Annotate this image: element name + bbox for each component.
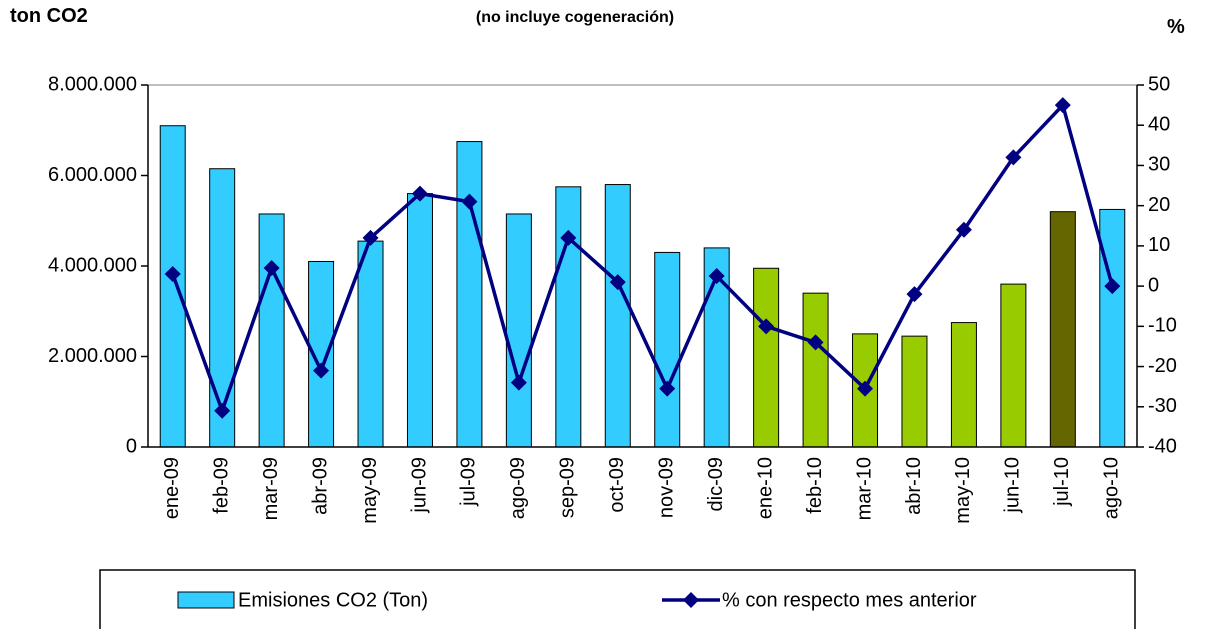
line-marker [609,274,626,291]
line-marker [510,374,527,391]
x-tick-label: sep-09 [557,457,579,518]
bar [406,193,433,448]
y2-tick-label: -40 [1148,435,1177,457]
bar [1099,208,1126,448]
x-tick-label: abr-09 [309,457,331,515]
bar [753,267,780,448]
bar [802,292,829,448]
y2-tick-label: 0 [1148,274,1159,296]
x-tick-label: may-10 [952,457,974,524]
bar [159,125,186,448]
bar [505,213,532,448]
legend-box [99,569,1136,629]
line-marker [1104,278,1121,295]
legend-marker [683,592,699,608]
bar [654,251,681,448]
x-tick-label: feb-10 [804,457,826,514]
x-tick-label: jun-09 [408,457,430,514]
y-tick-label: 6.000.000 [48,164,137,186]
line-marker [708,268,725,285]
y2-tick-label: -30 [1148,395,1177,417]
line-marker [659,380,676,397]
y2-tick-label: 20 [1148,194,1170,216]
line-marker [263,260,280,277]
x-tick-label: jun-10 [1002,457,1024,514]
x-tick-label: ago-10 [1101,457,1123,519]
y-tick-label: 2.000.000 [48,345,137,367]
line-marker [560,229,577,246]
line-series [171,101,1114,417]
line-marker [1054,97,1071,114]
x-tick-label: mar-09 [260,457,282,520]
x-tick-label: ene-10 [754,457,776,519]
line-marker [164,266,181,283]
x-tick-label: abr-10 [903,457,925,515]
y-axis-title: ton CO2 [10,5,88,27]
y-tick-label: 4.000.000 [48,254,137,276]
y2-tick-label: 50 [1148,73,1170,95]
line-marker [758,318,775,335]
bar [950,322,977,448]
y2-tick-label: 10 [1148,234,1170,256]
line-marker [906,286,923,303]
legend-swatch [177,591,235,609]
x-tick-label: oct-09 [606,457,628,513]
bar [901,335,928,448]
legend-label: Emisiones CO2 (Ton) [238,589,428,611]
line-marker [362,229,379,246]
line-marker [857,380,874,397]
line-marker [807,334,824,351]
chart-subtitle: (no incluye cogeneración) [476,9,674,26]
y2-tick-label: 40 [1148,114,1170,136]
bar [357,240,384,448]
bar [555,186,582,448]
y2-tick-label: -10 [1148,315,1177,337]
bar [1049,211,1076,448]
x-tick-label: ago-09 [507,457,529,519]
x-tick-label: dic-09 [705,457,727,511]
line-marker [214,402,231,419]
y2-tick-label: 30 [1148,154,1170,176]
x-tick-label: nov-09 [656,457,678,518]
bar [604,184,631,448]
y-tick-label: 8.000.000 [48,73,137,95]
line-marker [313,362,330,379]
line-marker [461,193,478,210]
bar [258,213,285,448]
y2-axis-title: % [1167,16,1185,38]
line-marker [411,185,428,202]
legend-label: % con respecto mes anterior [722,589,977,611]
x-tick-label: may-09 [359,457,381,524]
y2-tick-label: -20 [1148,355,1177,377]
x-tick-label: feb-09 [210,457,232,514]
y-tick-label: 0 [126,435,137,457]
x-tick-label: mar-10 [853,457,875,520]
bar [456,141,483,448]
x-tick-label: ene-09 [161,457,183,519]
bar [209,168,236,448]
x-tick-label: jul-09 [458,457,480,507]
x-tick-label: jul-10 [1051,457,1073,507]
bar [1000,283,1027,448]
line-marker [1005,149,1022,166]
line-marker [955,221,972,238]
